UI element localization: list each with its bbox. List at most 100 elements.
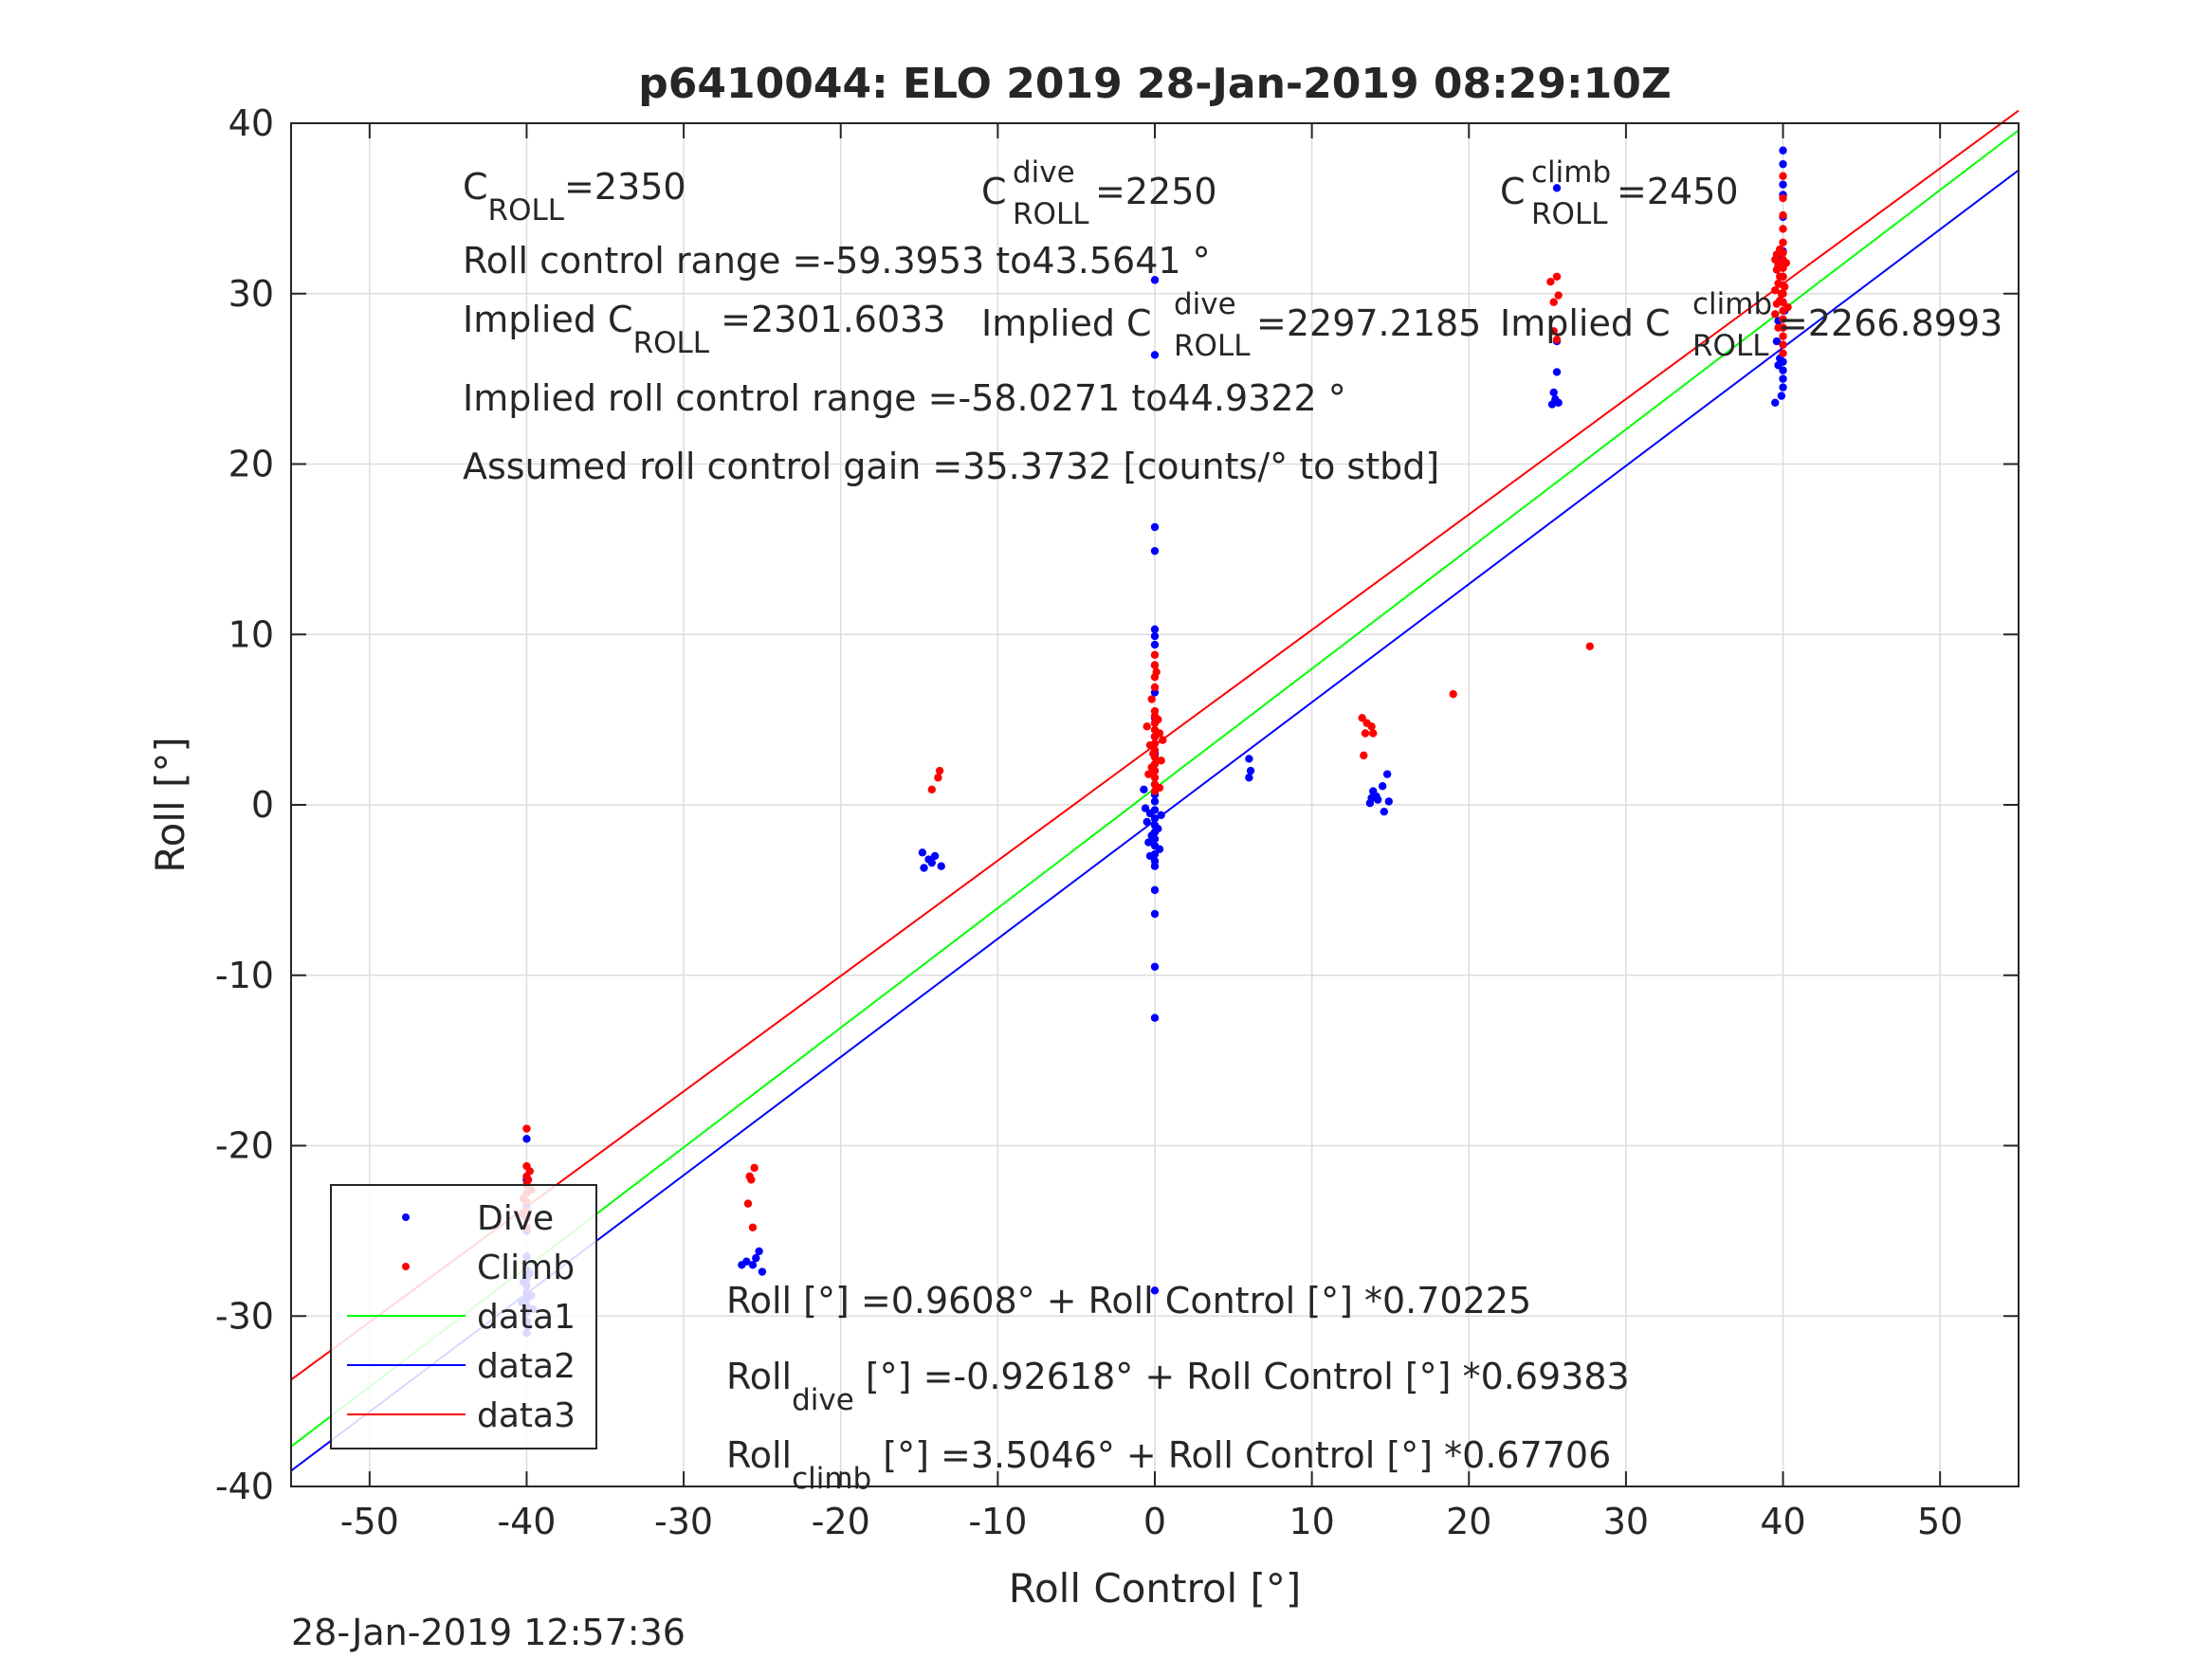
x-tick-label: 0 bbox=[1143, 1501, 1166, 1542]
implied-c-roll-dive-annotation: Implied C bbox=[981, 302, 1152, 344]
climb-point bbox=[1147, 695, 1156, 703]
dive-point bbox=[1772, 337, 1782, 346]
climb-point bbox=[1150, 661, 1160, 669]
y-tick-label: 10 bbox=[229, 613, 274, 655]
climb-point bbox=[1779, 340, 1787, 349]
climb-point bbox=[1155, 729, 1164, 738]
c-roll-dive-sub: ROLL bbox=[1013, 197, 1089, 231]
climb-point bbox=[1779, 210, 1787, 220]
implied-c-roll-dive-sup: dive bbox=[1174, 287, 1236, 321]
climb-point bbox=[743, 1199, 753, 1208]
c-roll-climb-sub: ROLL bbox=[1531, 197, 1608, 231]
c-roll-annotation: CROLL=2350 bbox=[463, 166, 686, 228]
climb-point bbox=[1546, 277, 1555, 286]
climb-point bbox=[1779, 332, 1787, 340]
climb-point bbox=[1152, 667, 1161, 676]
y-tick-label: -40 bbox=[215, 1466, 274, 1507]
scatter-series-dive bbox=[518, 146, 1789, 1338]
y-tick-label: 20 bbox=[229, 444, 274, 485]
climb-point bbox=[1779, 193, 1787, 203]
y-tick-label: -30 bbox=[215, 1295, 274, 1337]
dive-point bbox=[937, 862, 945, 870]
dive-point bbox=[1150, 962, 1160, 971]
dive-point bbox=[1367, 793, 1376, 803]
climb-point bbox=[750, 1163, 759, 1173]
dive-point bbox=[1777, 392, 1786, 400]
dive-point bbox=[1150, 909, 1160, 919]
y-tick-label: 40 bbox=[229, 102, 274, 144]
dive-point bbox=[1552, 184, 1562, 192]
dive-point bbox=[1141, 804, 1150, 812]
dive-point bbox=[1554, 398, 1563, 407]
x-tick-label: 20 bbox=[1446, 1501, 1491, 1542]
dive-point bbox=[1552, 368, 1562, 376]
climb-point bbox=[525, 1167, 534, 1176]
x-tick-label: -20 bbox=[812, 1501, 870, 1542]
x-tick-label: -40 bbox=[497, 1501, 556, 1542]
dive-point bbox=[758, 1267, 767, 1276]
dive-point bbox=[1246, 766, 1255, 775]
dive-point bbox=[1150, 522, 1160, 532]
dive-point bbox=[1144, 838, 1153, 847]
legend-dive-label: Dive bbox=[477, 1199, 554, 1238]
climb-point bbox=[1782, 259, 1791, 267]
climb-point bbox=[1150, 683, 1160, 692]
roll-control-range: Roll control range =-59.3953 to43.5641 ° bbox=[463, 240, 1211, 282]
y-tick-labels: -40 -30 -20 -10 0 10 20 30 40 bbox=[215, 102, 274, 1507]
dive-point bbox=[752, 1253, 760, 1263]
dive-point bbox=[1549, 388, 1558, 397]
dive-point bbox=[1143, 817, 1151, 827]
y-tick-label: -20 bbox=[215, 1125, 274, 1167]
c-roll-dive-sup: dive bbox=[1013, 155, 1075, 190]
climb-point bbox=[927, 785, 936, 794]
dive-point bbox=[1150, 631, 1160, 641]
dive-point bbox=[1150, 1286, 1160, 1295]
dive-point bbox=[1382, 770, 1392, 778]
climb-point bbox=[1150, 774, 1160, 782]
x-tick-label: 10 bbox=[1289, 1501, 1334, 1542]
y-tick-label: 30 bbox=[229, 273, 274, 315]
legend-climb-marker bbox=[402, 1263, 410, 1270]
dive-point bbox=[1779, 146, 1787, 155]
x-tick-label: 30 bbox=[1603, 1501, 1649, 1542]
dive-point bbox=[1384, 797, 1393, 806]
climb-point bbox=[1774, 260, 1782, 269]
climb-point bbox=[1361, 729, 1370, 738]
x-tick-label: -10 bbox=[968, 1501, 1027, 1542]
climb-point bbox=[1549, 327, 1558, 336]
climb-point bbox=[1144, 770, 1153, 778]
dive-point bbox=[1150, 276, 1160, 284]
c-roll-dive-value: =2250 bbox=[1095, 171, 1217, 212]
dive-point bbox=[1150, 1013, 1160, 1022]
chart-title: p6410044: ELO 2019 28-Jan-2019 08:29:10Z bbox=[638, 60, 1671, 108]
dive-point bbox=[1779, 374, 1787, 383]
legend-data3-label: data3 bbox=[477, 1396, 576, 1435]
climb-point bbox=[1772, 300, 1782, 308]
dive-point bbox=[1150, 351, 1160, 359]
dive-point bbox=[1155, 845, 1164, 853]
climb-point bbox=[1360, 751, 1368, 760]
implied-c-roll-annotation: Implied CROLL =2301.6033 bbox=[463, 299, 945, 360]
annotations: CROLL=2350 C dive ROLL =2250 C climb ROL… bbox=[463, 155, 2002, 1496]
climb-point bbox=[1779, 349, 1787, 357]
y-tick-label: -10 bbox=[215, 955, 274, 996]
climb-point bbox=[1771, 285, 1780, 295]
x-tick-label: 50 bbox=[1917, 1501, 1963, 1542]
legend-data1-label: data1 bbox=[477, 1298, 576, 1337]
climb-point bbox=[747, 1176, 756, 1184]
c-roll-dive-annotation: C bbox=[981, 171, 1007, 212]
climb-point bbox=[1776, 272, 1784, 281]
climb-point bbox=[1145, 740, 1155, 750]
climb-point bbox=[1771, 310, 1780, 319]
climb-point bbox=[1369, 729, 1378, 738]
climb-point bbox=[1779, 172, 1787, 180]
dive-point bbox=[1150, 546, 1160, 556]
dive-point bbox=[1779, 159, 1787, 169]
dive-point bbox=[1145, 851, 1155, 861]
dive-point bbox=[1547, 400, 1557, 409]
climb-point bbox=[1779, 238, 1787, 247]
climb-point bbox=[1358, 714, 1366, 722]
climb-point bbox=[1147, 763, 1156, 772]
dive-point bbox=[1157, 811, 1165, 819]
